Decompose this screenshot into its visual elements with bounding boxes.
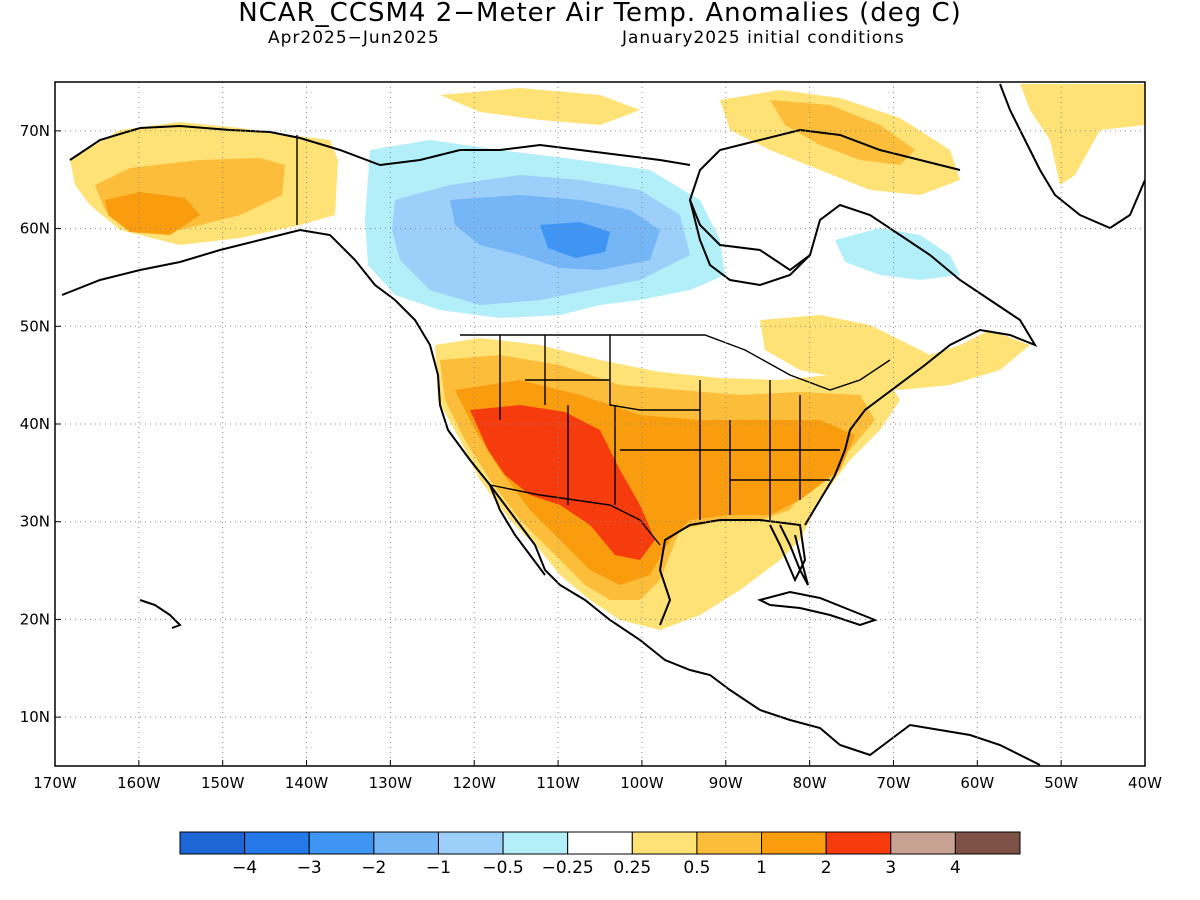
lon-tick-label: 80W [793,774,827,792]
legend-swatch [761,831,827,855]
legend-swatch [567,831,633,855]
legend-label: 4 [950,858,961,878]
anomaly-region-alaska-strong [105,192,200,235]
lon-tick-label: 130W [369,774,413,792]
coastline-baja [489,484,546,576]
legend-swatch [179,831,246,855]
forecast-period: Apr2025−Jun2025 [268,28,440,48]
lat-tick-label: 70N [20,122,50,140]
legend-label: −3 [297,858,322,878]
coastline-east-coast [688,128,1038,526]
lat-tick-label: 50N [20,317,50,335]
coastline-florida [779,524,809,586]
axis-ticks: 170W 160W 150W 140W 130W 120W 110W 100W 90W 80W 70… [20,122,1162,792]
legend-label: 3 [885,858,896,878]
lon-tick-label: 160W [117,774,161,792]
initial-conditions: January2025 initial conditions [622,28,905,48]
coastline-hawaii [139,599,182,629]
legend-label: −0.25 [542,858,594,878]
legend-label: 0.5 [683,858,710,878]
lon-tick-label: 50W [1044,774,1078,792]
legend-label: −1 [426,858,451,878]
lon-tick-label: 90W [709,774,743,792]
coastline-cuba [757,590,878,627]
legend-swatch [696,831,763,855]
legend-swatch [373,831,439,855]
border-us-states [499,335,840,520]
coastline-gulf-of-mexico [658,519,807,626]
legend-swatch [308,831,375,855]
anomaly-region-canada-core-cool [540,222,610,258]
lat-tick-label: 20N [20,610,50,628]
map-title: NCAR_CCSM4 2−Meter Air Temp. Anomalies (… [238,0,962,28]
anomaly-fields [70,84,1145,630]
legend-swatch [890,831,956,855]
anomaly-region-quebec-warm [760,315,1030,390]
lat-lon-grid [55,82,1145,766]
lon-tick-label: 120W [452,774,496,792]
anomaly-region-arctic-warm [440,88,640,125]
legend-swatch [631,831,698,855]
anomaly-region-greenland-warm [1020,84,1145,185]
lon-tick-label: 170W [33,774,77,792]
lat-tick-label: 40N [20,415,50,433]
coastlines [61,83,1145,766]
anomaly-region-southwest-extreme [470,405,655,560]
lon-tick-label: 70W [877,774,911,792]
legend-label: −0.5 [482,858,523,878]
legend-swatch [244,831,310,855]
lon-tick-label: 60W [960,774,994,792]
legend-label: −4 [232,858,257,878]
lat-tick-label: 60N [20,220,50,238]
coastline-alaska-north [69,124,691,167]
lon-tick-label: 110W [536,774,580,792]
coastline-north-america [61,228,1041,766]
legend-swatch [437,831,504,855]
lat-tick-label: 30N [20,513,50,531]
legend-swatch [954,831,1021,855]
border-us-mexico [489,484,661,546]
anomaly-region-labrador-cool [835,228,960,280]
legend-label: 0.25 [613,858,651,878]
lon-tick-label: 100W [620,774,664,792]
lon-tick-label: 40W [1128,774,1162,792]
legend-swatch [825,831,892,855]
legend-label: 2 [821,858,832,878]
lon-tick-label: 140W [285,774,329,792]
color-legend: −4 −3 −2 −1 −0.5 −0.25 0.25 0.5 1 2 3 4 [179,831,1021,878]
legend-swatch [502,831,569,855]
lon-tick-label: 150W [201,774,245,792]
political-borders [296,135,891,546]
coastline-greenland [999,83,1145,230]
legend-label: −2 [361,858,386,878]
legend-label: 1 [756,858,767,878]
coastline-hudson-bay [689,199,811,287]
lat-tick-label: 10N [20,708,50,726]
border-us-canada [460,334,891,391]
